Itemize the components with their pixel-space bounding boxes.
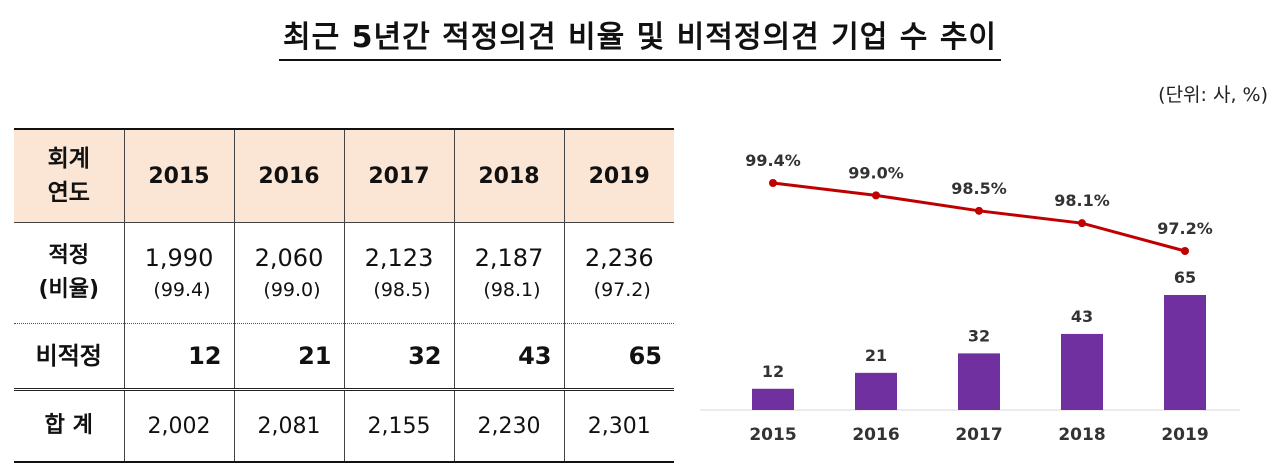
line-label: 98.1% (1054, 191, 1110, 210)
line-label: 98.5% (951, 179, 1007, 198)
table-cell: 2,081 (234, 388, 345, 463)
table-cell: 2,187 (98.1) (454, 222, 565, 324)
bar-label: 32 (968, 326, 990, 345)
row-label-normal: 적정 (비율) (14, 222, 125, 324)
row-label-total: 합 계 (14, 388, 125, 463)
table-cell: 2,230 (454, 388, 565, 463)
bar-2016 (855, 372, 897, 410)
bar-label: 21 (865, 346, 887, 365)
table-cell: 2,002 (124, 388, 235, 463)
year-header: 2018 (454, 128, 565, 223)
year-header: 2015 (124, 128, 235, 223)
x-tick-label: 2018 (1058, 425, 1105, 445)
header-label: 회계 연도 (14, 128, 125, 223)
x-tick-label: 2019 (1161, 425, 1208, 445)
table-cell: 32 (344, 323, 455, 390)
line-label: 99.0% (848, 163, 904, 182)
table-cell: 2,155 (344, 388, 455, 463)
x-tick-label: 2017 (955, 425, 1002, 445)
ratio-point-2016 (872, 191, 880, 200)
total-row: 합 계 2,002 2,081 2,155 2,230 2,301 (14, 388, 674, 463)
bar-label: 65 (1174, 268, 1196, 287)
year-header: 2019 (564, 128, 674, 223)
table-cell: 43 (454, 323, 565, 390)
line-label: 99.4% (745, 151, 801, 170)
table-cell: 2,301 (564, 388, 674, 463)
table-cell: 2,123 (98.5) (344, 222, 455, 324)
combo-chart: 12 2015 21 2016 32 2017 43 2018 65 2019 99.4% 99.0%… (700, 151, 1240, 445)
x-tick-label: 2015 (749, 425, 796, 445)
bar-label: 12 (762, 362, 784, 381)
bar-2017 (958, 353, 1000, 410)
table-cell: 21 (234, 323, 345, 390)
unit-note: (단위: 사, %) (1158, 84, 1268, 106)
ratio-point-2017 (975, 206, 983, 215)
data-table: 회계 연도 2015 2016 2017 2018 2019 적정 (비율) 1,9… (14, 128, 674, 463)
normal-opinion-row: 적정 (비율) 1,990 (99.4) 2,060 (99.0) 2,123 (98.… (14, 222, 674, 324)
bar-2018 (1061, 333, 1103, 410)
ratio-point-2015 (769, 179, 777, 187)
bar-2019 (1164, 295, 1206, 410)
x-tick-label: 2016 (852, 425, 899, 445)
table-cell: 1,990 (99.4) (124, 222, 235, 324)
bar-2015 (752, 388, 794, 410)
header-row: 회계 연도 2015 2016 2017 2018 2019 (14, 128, 674, 223)
table-cell: 12 (124, 323, 235, 390)
ratio-point-2019 (1181, 247, 1189, 255)
abnormal-opinion-row: 비적정 12 21 32 43 65 (14, 323, 674, 390)
table-cell: 65 (628, 342, 662, 370)
table-cell: 2,236 (97.2) (564, 222, 674, 324)
bar-label: 43 (1071, 307, 1093, 326)
line-label: 97.2% (1157, 219, 1213, 238)
table-cell: 2,060 (99.0) (234, 222, 345, 324)
ratio-point-2018 (1078, 219, 1086, 228)
page-title: 최근 5년간 적정의견 비율 및 비적정의견 기업 수 추이 (0, 12, 1280, 61)
row-label-abnormal: 비적정 (14, 323, 125, 390)
year-header: 2016 (234, 128, 345, 223)
year-header: 2017 (344, 128, 455, 223)
